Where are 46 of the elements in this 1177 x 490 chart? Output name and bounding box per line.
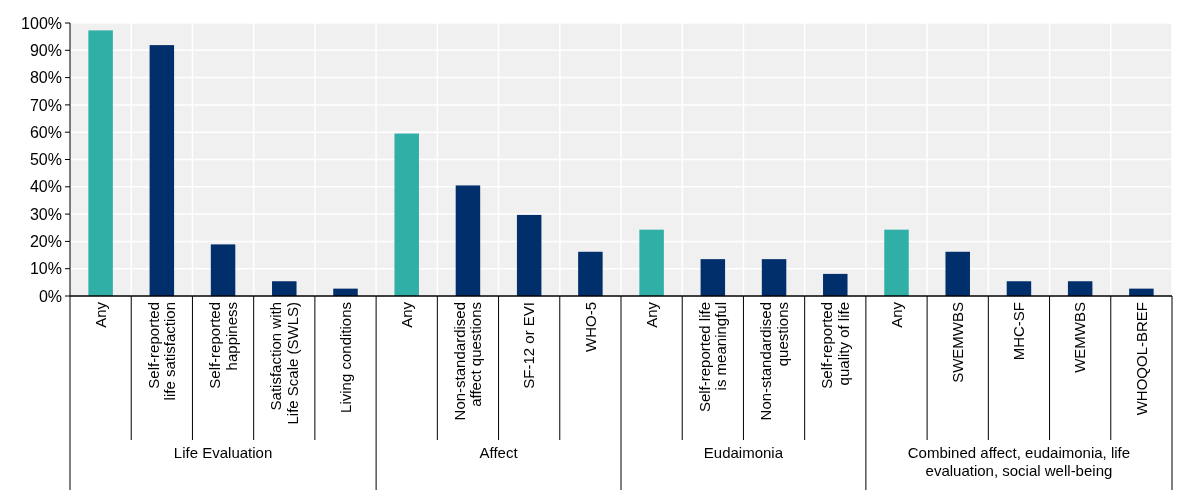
bar (945, 251, 970, 296)
y-tick-label: 80% (29, 69, 62, 87)
bar (639, 229, 664, 296)
y-tick-label: 60% (29, 123, 62, 141)
bar (394, 133, 419, 296)
x-tick-label: Non-standardised affect questions (450, 302, 485, 421)
bar (884, 229, 909, 296)
y-tick-label: 10% (29, 260, 62, 278)
x-tick-label: Any (642, 301, 660, 328)
y-tick-label: 100% (21, 14, 62, 32)
bar (455, 185, 481, 296)
x-tick-label: Any (91, 301, 109, 328)
text: Life Evaluation (173, 444, 273, 461)
x-tick-label: Self-reported life satisfaction (144, 302, 179, 401)
y-tick-label: 20% (29, 233, 62, 250)
y-tick-label: 50% (29, 151, 62, 169)
y-tick-label: 40% (29, 178, 62, 196)
y-tick-label: 70% (29, 96, 62, 114)
text: Affect (479, 444, 519, 461)
x-tick-label: Self-reported life is meaningful (695, 302, 730, 413)
bar (1006, 281, 1032, 296)
bar (700, 259, 726, 296)
x-tick-label: SWEMWBS (948, 302, 966, 383)
x-tick-label: Living conditions (336, 302, 354, 413)
x-tick-label: Any (397, 301, 415, 328)
x-tick-label: MHC-SF (1010, 302, 1028, 361)
bar (88, 30, 113, 296)
bar (272, 281, 297, 296)
y-tick-label: 0% (38, 287, 62, 305)
x-tick-label: WHO-5 (581, 302, 599, 352)
x-tick-label: WEMWBS (1071, 302, 1089, 373)
x-tick-label: Satisfaction with Life Scale (SWLS) (267, 302, 301, 425)
bar (823, 273, 848, 296)
text: Eudaimonia (703, 444, 784, 461)
bar (210, 244, 236, 296)
x-tick-label: WHOQOL-BREF (1132, 302, 1150, 416)
bar (1067, 281, 1093, 296)
bar (578, 251, 603, 296)
text: Combined affect, eudaimonia, life evaluation, social well-being (907, 444, 1131, 479)
y-tick-label: 30% (29, 205, 62, 223)
x-tick-label: Any (887, 301, 905, 328)
bar (149, 45, 175, 296)
x-tick-label: SF-12 or EVI (520, 302, 538, 389)
bar (516, 214, 542, 296)
y-tick-label: 90% (29, 41, 62, 59)
bar (761, 259, 787, 296)
